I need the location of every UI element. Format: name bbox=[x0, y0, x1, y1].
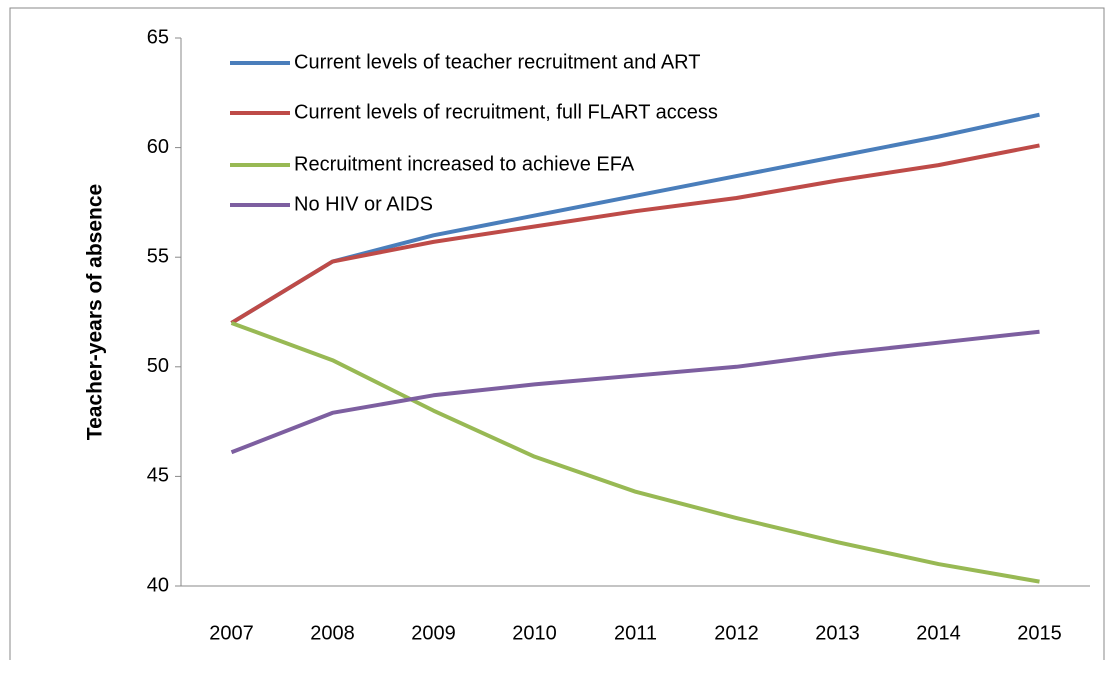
y-tick-label: 55 bbox=[147, 245, 169, 267]
x-tick-label: 2012 bbox=[714, 622, 759, 644]
y-tick-label: 60 bbox=[147, 136, 169, 158]
legend-label: Current levels of teacher recruitment an… bbox=[294, 51, 700, 73]
x-tick-label: 2013 bbox=[815, 622, 860, 644]
x-tick-label: 2010 bbox=[512, 622, 557, 644]
y-axis-label: Teacher-years of absence bbox=[84, 184, 107, 440]
series-line bbox=[230, 112, 1040, 325]
legend-label: Recruitment increased to achieve EFA bbox=[294, 153, 635, 175]
chart-frame bbox=[9, 7, 1105, 660]
legend-label: No HIV or AIDS bbox=[294, 193, 433, 215]
x-tick-label: 2008 bbox=[310, 622, 355, 644]
y-tick-label: 65 bbox=[147, 26, 169, 48]
y-tick-label: 40 bbox=[147, 574, 169, 596]
legend-label: Current levels of recruitment, full FLAR… bbox=[294, 101, 718, 123]
series-line bbox=[230, 329, 1040, 455]
series-line bbox=[230, 321, 1040, 584]
x-tick-label: 2007 bbox=[209, 622, 254, 644]
x-tick-label: 2011 bbox=[614, 622, 657, 644]
y-tick-label: 50 bbox=[147, 355, 169, 377]
x-tick-label: 2009 bbox=[411, 622, 456, 644]
series-line bbox=[230, 143, 1040, 325]
x-tick-label: 2015 bbox=[1017, 622, 1062, 644]
y-tick-label: 45 bbox=[147, 465, 169, 487]
x-tick-label: 2014 bbox=[916, 622, 961, 644]
